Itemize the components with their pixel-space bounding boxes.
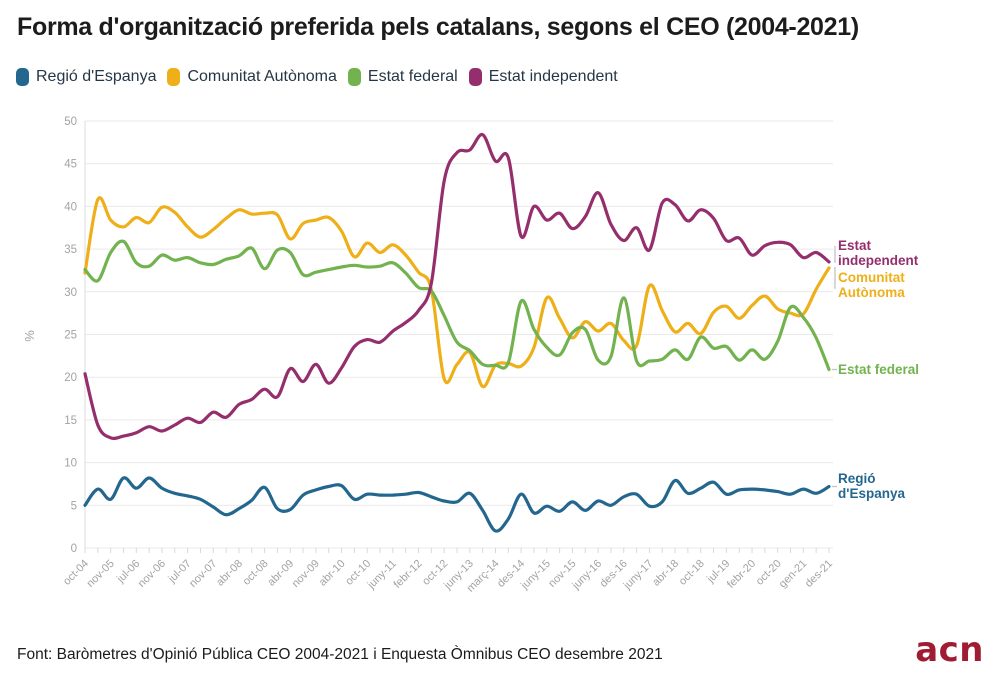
y-tick-label-35: 35	[64, 244, 77, 256]
x-tick-label-febr-20: febr-20	[725, 558, 758, 591]
legend-swatch-icon	[16, 68, 29, 86]
y-axis-title: %	[22, 330, 37, 342]
legend-item-label: Comunitat Autònoma	[187, 68, 337, 85]
y-tick-label-15: 15	[64, 415, 77, 427]
series-line-comunitat-aut-noma	[83, 196, 831, 389]
x-tick-label-oct-18: oct-18	[677, 558, 707, 588]
x-tick-label-nov-05: nov-05	[85, 558, 117, 590]
y-tick-label-25: 25	[64, 330, 77, 342]
y-tick-label-10: 10	[64, 458, 77, 470]
legend-item-label: Estat independent	[488, 68, 618, 85]
legend-swatch-icon	[347, 68, 361, 86]
x-tick-label-nov-09: nov-09	[290, 558, 322, 590]
x-tick-label-gen-21: gen-21	[777, 558, 810, 591]
series-end-label-regi-d-espanya: Regió d'Espanya	[838, 470, 905, 501]
legend-swatch-icon	[167, 68, 181, 86]
series-line-estat-independent	[83, 133, 831, 441]
acn-logo: acn	[915, 630, 984, 670]
legend-swatch-icon	[468, 68, 482, 86]
x-tick-label-abr-08: abr-08	[214, 558, 245, 589]
legend-item-0[interactable]: Regió d'Espanya	[16, 68, 156, 86]
y-tick-label-20: 20	[64, 372, 77, 384]
x-tick-label-febr-12: febr-12	[392, 558, 425, 591]
series-end-label-estat-federal: Estat federal	[838, 361, 920, 377]
series-end-label-estat-independent: Estat independent	[838, 237, 919, 268]
series-line-estat-federal	[83, 239, 831, 372]
x-tick-label-abr-10: abr-10	[317, 558, 348, 589]
x-tick-label-oct-08: oct-08	[241, 558, 271, 588]
source-note: Font: Baròmetres d'Opinió Pública CEO 20…	[17, 646, 663, 663]
page-title: Forma d'organització preferida pels cata…	[17, 13, 859, 41]
y-tick-label-40: 40	[64, 201, 77, 213]
y-tick-label-50: 50	[64, 116, 77, 128]
x-tick-label-abr-18: abr-18	[650, 558, 681, 589]
legend-item-3[interactable]: Estat independent	[468, 68, 618, 86]
series-line-regi-d-espanya	[83, 476, 831, 533]
x-tick-label-des-21: des-21	[803, 558, 835, 590]
y-tick-label-30: 30	[64, 287, 77, 299]
legend-item-2[interactable]: Estat federal	[347, 68, 458, 86]
legend: Regió d'Espanya Comunitat Autònoma Estat f…	[16, 68, 618, 86]
legend-item-label: Estat federal	[367, 68, 458, 85]
legend-item-1[interactable]: Comunitat Autònoma	[167, 68, 337, 86]
y-tick-label-5: 5	[71, 500, 77, 512]
y-tick-label-0: 0	[71, 543, 77, 555]
legend-item-label: Regió d'Espanya	[36, 68, 157, 85]
y-tick-label-45: 45	[64, 159, 77, 171]
x-tick-label-nov-06: nov-06	[136, 558, 168, 590]
x-tick-label-nov-07: nov-07	[187, 558, 219, 590]
series-end-label-comunitat-aut-noma: Comunitat Autònoma	[838, 269, 905, 300]
